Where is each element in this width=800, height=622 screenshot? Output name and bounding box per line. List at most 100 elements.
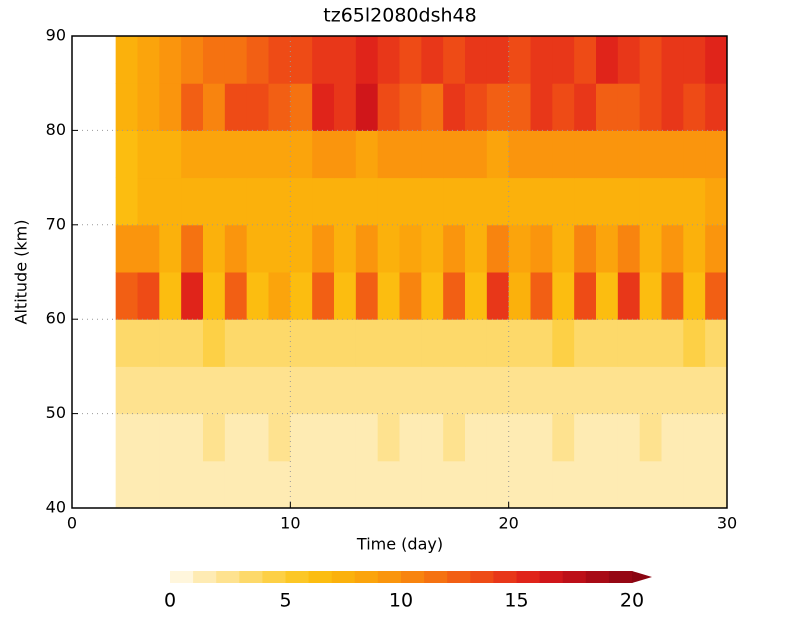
colorbar-tick-label: 5 [279,590,291,612]
heat-cell [334,177,357,226]
heat-cell [574,130,597,179]
x-axis-label: Time (day) [356,535,443,554]
heat-cell [137,413,160,462]
chart-title: tz65l2080dsh48 [323,5,476,27]
heat-cell [115,83,138,131]
heat-cell [377,319,400,367]
heat-cell [224,177,248,226]
heat-cell [421,413,444,462]
heat-cell [574,36,597,84]
heat-cell [355,366,379,415]
heat-cell [617,130,641,179]
heat-cell [705,460,728,509]
heat-cell [574,83,597,131]
heat-cell [596,460,619,509]
colorbar-tick-label: 20 [620,590,644,612]
heat-cell [268,272,291,320]
heat-cell [683,83,706,131]
heat-cell [115,130,138,179]
heat-cell [290,130,313,179]
heat-cell [705,319,728,367]
heat-cell [596,413,619,462]
heat-cell [159,413,182,462]
heat-cell [683,177,706,226]
heat-cell [377,83,400,131]
heat-cell [596,83,619,131]
heat-cell [530,36,553,84]
heat-cell [683,319,706,367]
colorbar-box [239,571,263,583]
heat-cell [399,460,422,509]
heat-cell [508,272,531,320]
heat-cell [530,319,553,367]
heat-cell [181,224,204,273]
heat-cell [115,366,138,415]
heat-cell [355,319,379,367]
heat-cell [115,460,138,509]
colorbar-box [354,571,379,583]
heat-cell [334,272,357,320]
colorbar-box [608,571,633,583]
heat-cell [661,83,684,131]
heat-cell [661,224,684,273]
heat-cell [224,130,248,179]
heat-cell [421,177,444,226]
heat-cell [290,36,313,84]
colorbar-box [308,571,333,583]
heat-cell [268,319,291,367]
heat-cell [224,83,248,131]
heat-cell [312,319,335,367]
heat-cell [115,177,138,226]
heat-cell [661,319,684,367]
heat-cell [705,272,728,320]
heat-cell [639,224,662,273]
heat-cell [639,83,662,131]
heat-cell [159,319,182,367]
heat-cell [486,366,510,415]
heat-cell [530,177,553,226]
heat-cell [268,130,291,179]
heat-cell [355,272,379,320]
colorbar-box [285,571,310,583]
heat-cell [159,224,182,273]
heat-cell [443,83,466,131]
heat-cell [508,319,531,367]
heat-cell [421,83,444,131]
heat-cell [203,36,226,84]
colorbar-box [516,571,541,583]
heat-cell [639,366,662,415]
heat-cell [377,224,400,273]
colorbar-tick-label: 0 [164,590,176,612]
heat-cell [115,272,138,320]
heat-cell [159,83,182,131]
heat-cell [683,366,706,415]
heat-cell [246,36,269,84]
heat-cell [203,224,226,273]
heat-cell [181,130,204,179]
heat-cell [661,460,684,509]
heat-cell [617,366,641,415]
heat-cell [203,83,226,131]
heat-cell [181,319,204,367]
heat-cell [334,36,357,84]
colorbar-box [424,571,448,583]
heat-cell [705,366,728,415]
heat-cell [443,36,466,84]
heat-cell [399,177,422,226]
heat-cell [290,319,313,367]
heat-cell [137,130,160,179]
heat-cell [290,83,313,131]
heat-cell [508,366,531,415]
heat-cell [465,366,488,415]
y-tick-label: 60 [46,309,66,328]
heat-cell [355,224,379,273]
heat-cell [399,413,422,462]
heat-cell [137,366,160,415]
heat-cell [137,224,160,273]
heat-cell [552,177,575,226]
heat-cell [443,272,466,320]
colorbar-tick-label: 10 [389,590,413,612]
heat-cell [334,366,357,415]
heat-cell [377,177,400,226]
heat-cell [639,460,662,509]
